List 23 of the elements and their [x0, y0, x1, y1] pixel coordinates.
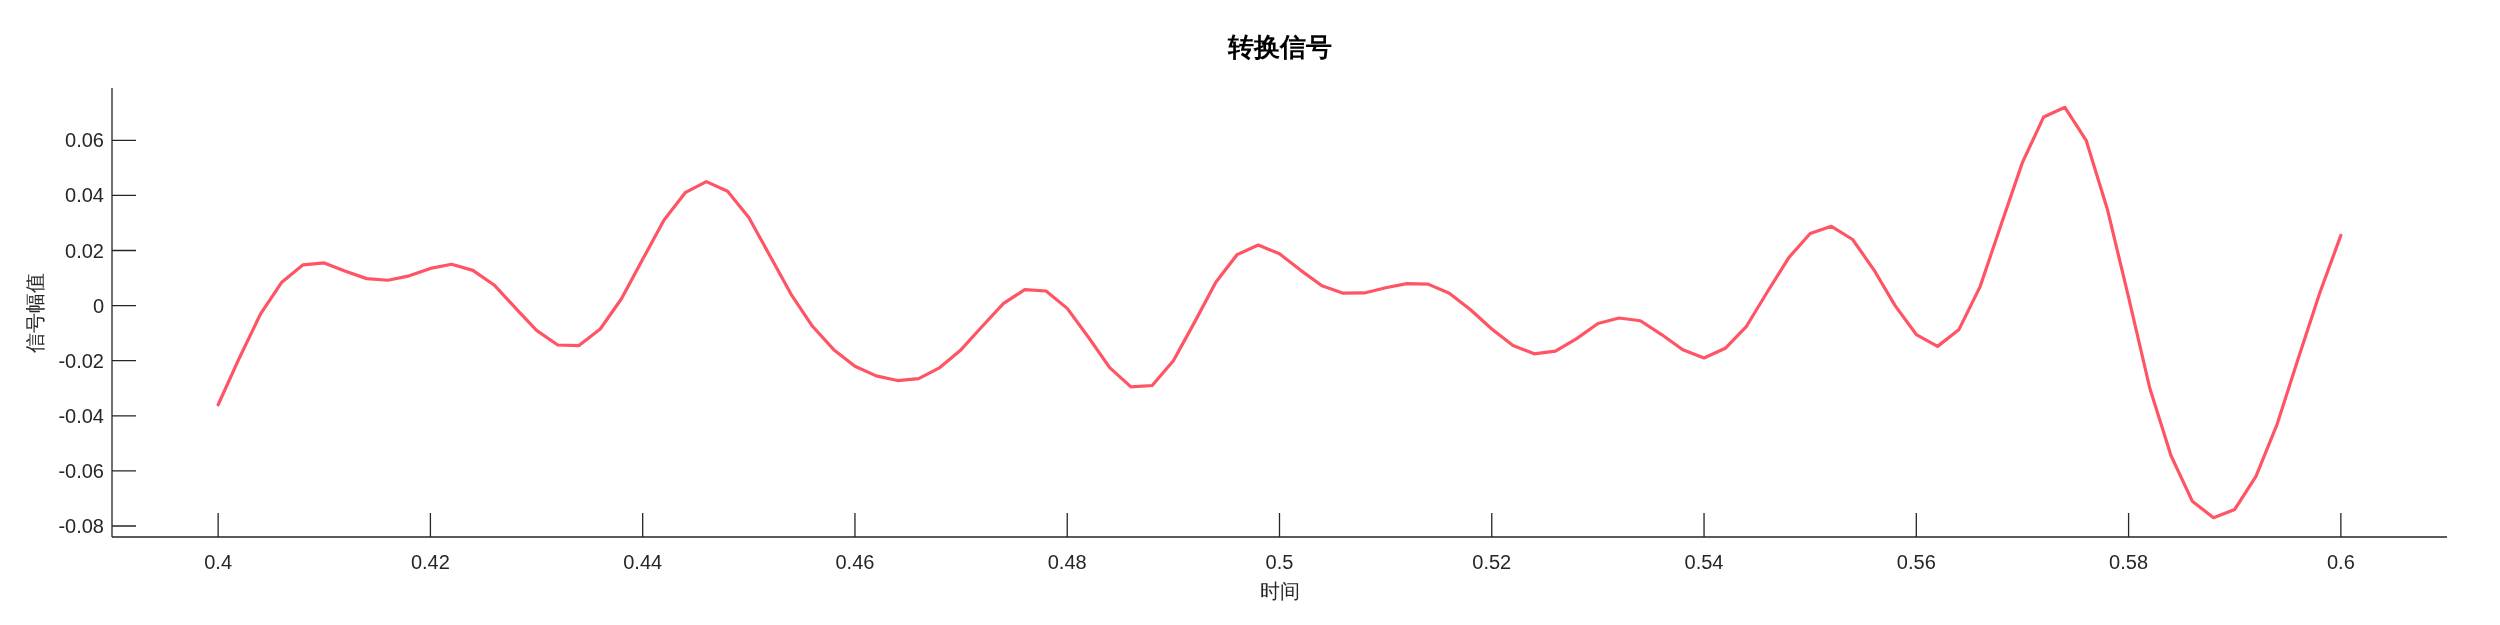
y-tick-label: -0.08 — [58, 514, 104, 537]
y-tick-label: -0.02 — [58, 349, 104, 372]
y-tick-label: 0.06 — [65, 129, 104, 152]
x-axis-title: 时间 — [1259, 579, 1300, 603]
x-tick-label: 0.42 — [410, 551, 450, 573]
x-tick-label: 0.6 — [2326, 551, 2355, 573]
y-tick-label: 0 — [92, 294, 104, 317]
chart-title: 转换信号 — [1226, 32, 1332, 62]
line-series — [216, 105, 2343, 520]
x-tick-label: 0.44 — [623, 551, 663, 573]
x-tick-label: 0.4 — [204, 551, 233, 573]
x-tick-label: 0.56 — [1896, 551, 1936, 573]
x-tick-label: 0.52 — [1472, 551, 1512, 573]
x-tick-label: 0.54 — [1684, 551, 1724, 573]
y-tick-label: -0.04 — [58, 404, 104, 427]
y-axis-title: 信号幅值 — [23, 272, 47, 353]
y-tick-label: 0.04 — [65, 184, 104, 207]
x-tick-label: 0.58 — [2109, 551, 2149, 573]
x-tick-label: 0.46 — [835, 551, 875, 573]
y-tick-label: 0.02 — [65, 239, 104, 262]
y-tick-label: -0.06 — [58, 459, 104, 482]
x-tick-label: 0.5 — [1265, 551, 1294, 573]
x-tick-label: 0.48 — [1047, 551, 1087, 573]
